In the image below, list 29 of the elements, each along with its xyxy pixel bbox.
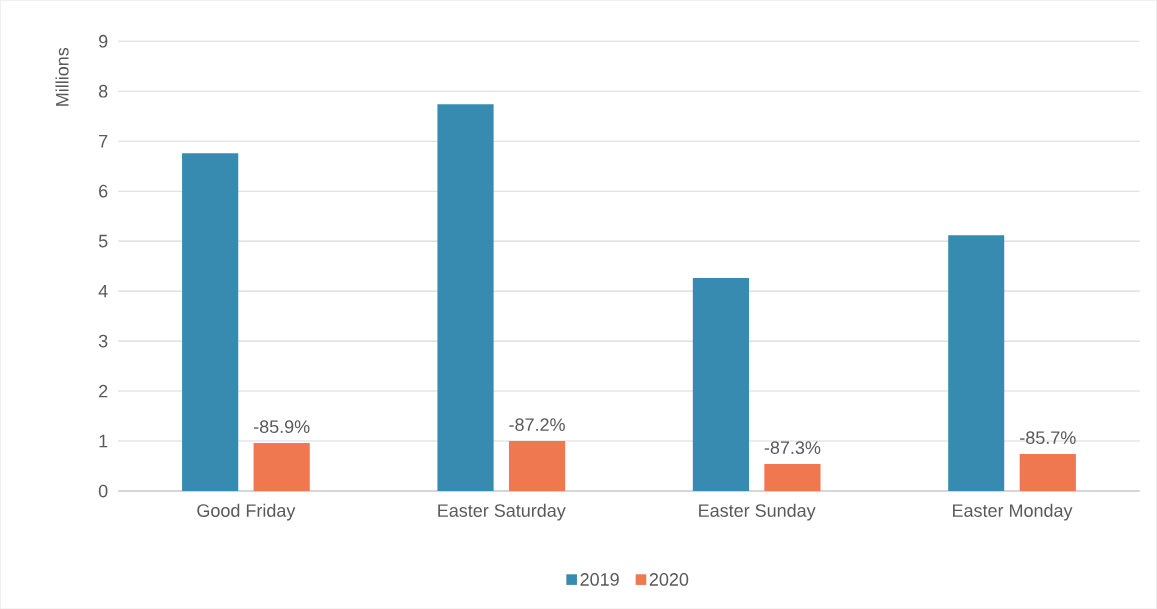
x-tick-label: Easter Monday [953, 503, 1073, 521]
x-tick-label: Easter Sunday [699, 503, 816, 521]
legend-label: 2020 [649, 572, 689, 586]
bar [948, 235, 1005, 491]
y-tick-label: 3 [98, 334, 108, 348]
y-tick-label: 7 [99, 134, 108, 148]
bar [437, 104, 494, 491]
y-tick-label: 0 [98, 484, 108, 498]
y-tick-label: 8 [98, 84, 108, 98]
x-tick-label: Easter Saturday [438, 503, 566, 521]
bar [508, 440, 566, 491]
y-axis-title: Millions [55, 47, 69, 106]
y-tick-label: 1 [99, 434, 108, 448]
y-tick-label: 9 [99, 34, 108, 48]
bar [1019, 453, 1076, 491]
bar [764, 463, 821, 491]
y-tick-label: 5 [98, 234, 108, 248]
bar [253, 442, 310, 491]
legend-label: 2019 [580, 572, 619, 586]
y-tick-label: 2 [99, 384, 108, 398]
bar [692, 278, 750, 491]
annotation: -87.3% [764, 441, 821, 454]
y-tick-label: 4 [98, 284, 108, 298]
annotation: -87.2% [509, 418, 565, 431]
bar [182, 153, 239, 491]
annotation: -85.7% [1020, 431, 1076, 444]
x-tick-label: Good Friday [197, 503, 296, 521]
y-tick-label: 6 [99, 184, 108, 198]
annotation: -85.9% [253, 420, 310, 433]
